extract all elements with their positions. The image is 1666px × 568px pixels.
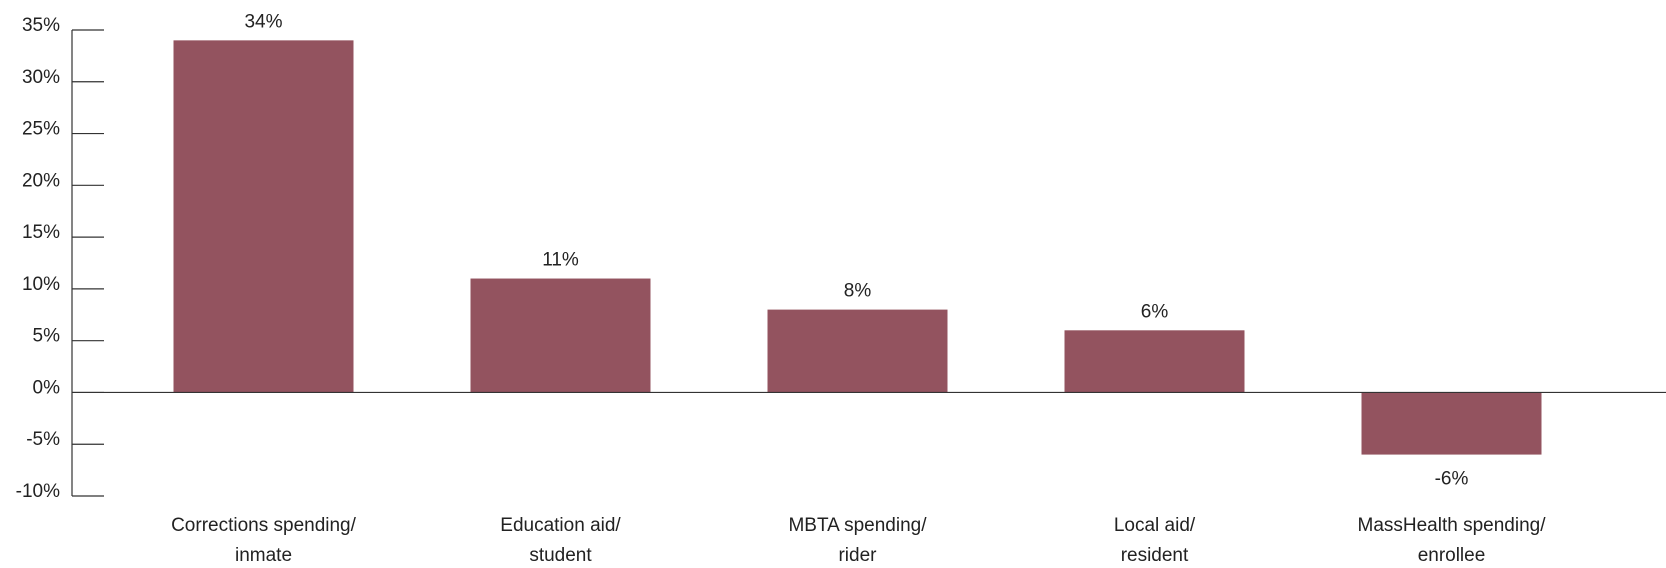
y-tick-label: 10% [22, 274, 60, 295]
y-tick-label: 0% [33, 377, 61, 398]
y-tick-label: 30% [22, 67, 60, 88]
y-tick-label: -5% [26, 429, 60, 450]
y-tick-label: 35% [22, 15, 60, 36]
y-tick-label: 20% [22, 170, 60, 191]
data-label: -6% [1435, 469, 1469, 490]
bar [1361, 392, 1542, 455]
x-tick-label: MassHealth spending/enrollee [1358, 515, 1547, 566]
y-tick-label: 25% [22, 119, 60, 140]
bar [173, 40, 354, 393]
y-tick-label: 15% [22, 222, 60, 243]
x-tick-label: Local aid/resident [1114, 515, 1196, 566]
y-tick-label: 5% [33, 326, 61, 347]
bar [1064, 330, 1245, 393]
data-label: 34% [244, 11, 282, 32]
x-tick-label: Corrections spending/inmate [171, 515, 357, 566]
x-tick-label: Education aid/student [500, 515, 621, 566]
y-tick-label: -10% [16, 481, 60, 502]
x-tick-label: MBTA spending/rider [788, 515, 927, 566]
data-label: 11% [542, 250, 579, 271]
bar [767, 309, 948, 393]
data-label: 6% [1141, 301, 1169, 322]
bar [470, 278, 651, 393]
data-label: 8% [844, 281, 872, 302]
